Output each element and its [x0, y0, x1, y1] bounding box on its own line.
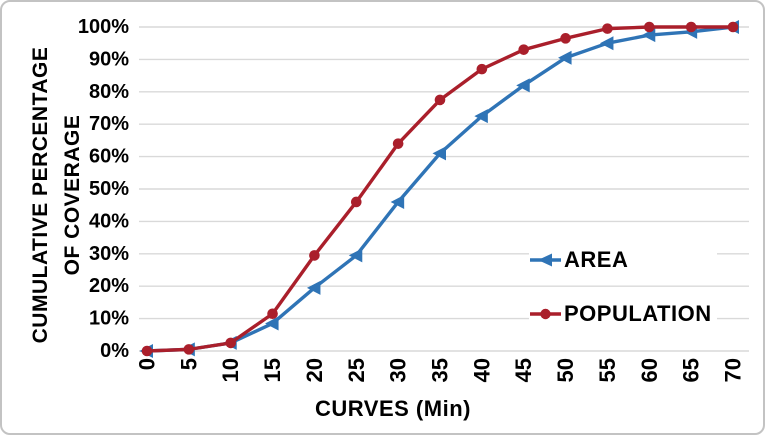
population-data-point-marker [560, 33, 571, 44]
x-tick-label: 40 [469, 358, 494, 382]
y-tick-label: 50% [89, 178, 129, 200]
y-tick-label: 100% [78, 16, 129, 38]
y-axis-title: CUMULATIVE PERCENTAGE OF COVERAGE [25, 4, 89, 386]
population-data-point-marker [392, 138, 404, 149]
area-data-point-marker [599, 36, 614, 51]
y-tick-label: 80% [89, 81, 129, 103]
legend-item-population: POPULATION [529, 301, 717, 327]
y-tick-label: 20% [89, 275, 129, 297]
area-data-point-marker [390, 194, 405, 209]
x-tick-label: 70 [721, 358, 746, 382]
area-data-point-marker [516, 78, 530, 93]
population-data-point-marker [225, 337, 237, 349]
area-data-point-marker [306, 280, 321, 295]
y-axis-title-line2: OF COVERAGE [61, 114, 84, 276]
population-data-point-marker [643, 21, 655, 33]
area-data-point-marker [265, 316, 279, 331]
area-data-point-marker [348, 248, 363, 263]
y-tick-label: 90% [89, 48, 129, 70]
population-data-point-marker [434, 94, 446, 106]
x-tick-label: 55 [595, 358, 620, 382]
x-tick-label: 15 [260, 358, 285, 382]
x-tick-label: 65 [679, 358, 704, 382]
x-tick-label: 45 [511, 358, 536, 382]
population-data-point-marker [727, 21, 739, 33]
area-data-point-marker [558, 50, 572, 65]
population-data-point-marker [141, 345, 153, 357]
x-tick-label: 0 [135, 358, 160, 370]
population-data-point-marker [350, 196, 362, 208]
y-axis-title-line1: CUMULATIVE PERCENTAGE [29, 46, 52, 344]
population-data-point-marker [685, 21, 697, 33]
x-tick-label: 20 [302, 358, 327, 382]
x-tick-label: 30 [386, 358, 411, 382]
y-tick-label: 10% [89, 308, 129, 330]
x-axis-title: CURVES (Min) [315, 396, 471, 421]
y-tick-label: 0% [100, 340, 129, 362]
legend-item-area: AREA [529, 247, 717, 273]
population-data-point-marker [476, 63, 488, 75]
population-data-point-marker [518, 44, 530, 55]
population-series-marker-icon [530, 308, 561, 320]
legend: AREA POPULATION [529, 247, 717, 327]
area-data-point-marker [432, 146, 446, 161]
population-data-point-marker [183, 344, 195, 355]
y-tick-label: 70% [89, 113, 129, 135]
legend-label-area: AREA [564, 247, 629, 272]
x-tick-label: 60 [637, 358, 662, 382]
legend-label-population: POPULATION [564, 301, 712, 326]
x-tick-label: 35 [428, 358, 453, 382]
x-tick-label: 10 [218, 358, 243, 382]
y-tick-label: 60% [89, 146, 129, 168]
y-tick-label: 30% [89, 243, 129, 265]
area-data-point-marker [474, 109, 488, 124]
area-series-marker-icon [530, 253, 561, 267]
population-data-point-marker [267, 308, 278, 320]
x-tick-label: 5 [176, 358, 201, 370]
x-tick-label: 50 [553, 358, 578, 382]
population-data-point-marker [602, 23, 613, 34]
x-tick-label: 25 [344, 358, 369, 382]
y-tick-label: 40% [89, 210, 129, 232]
population-data-point-marker [309, 250, 320, 261]
